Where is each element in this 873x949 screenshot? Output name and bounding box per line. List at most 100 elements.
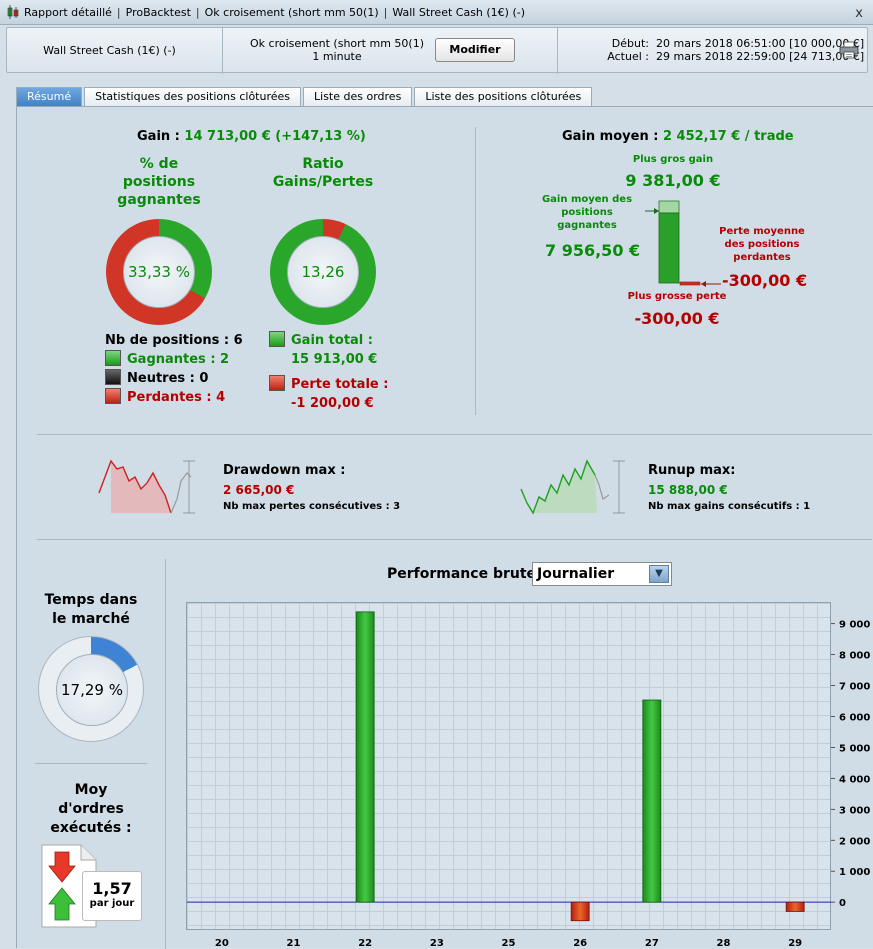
- y-tick-label: 5 000: [839, 743, 870, 754]
- title-app: Rapport détaillé: [24, 5, 112, 19]
- window-titlebar: Rapport détaillé | ProBacktest | Ok croi…: [0, 0, 873, 25]
- orders-unit: par jour: [89, 898, 135, 909]
- positions-count: Nb de positions : 6: [105, 333, 243, 348]
- positions-breakdown: Nb de positions : 6 Gagnantes : 2 Neutre…: [105, 331, 243, 407]
- total-gain-swatch: [269, 331, 285, 347]
- win-pct-value: 33,33 %: [123, 236, 195, 308]
- runup-sparkline-icon: [520, 459, 625, 515]
- total-gain-value: 15 913,00 €: [291, 352, 378, 367]
- tab-closed-stats[interactable]: Statistiques des positions clôturées: [84, 87, 302, 107]
- gain-loss-bars: [645, 200, 721, 287]
- total-loss-swatch: [269, 375, 285, 391]
- losing-swatch: [105, 388, 121, 404]
- chevron-down-icon[interactable]: ▼: [649, 565, 669, 583]
- title-module: ProBacktest: [125, 5, 191, 19]
- header-dates: Début: 20 mars 2018 06:51:00 [10 000,00 …: [597, 37, 864, 63]
- y-tick-label: 8 000: [839, 651, 870, 662]
- y-tick-label: 4 000: [839, 774, 870, 785]
- performance-period-select[interactable]: Journalier ▼: [532, 562, 672, 586]
- ratio-donut: 13,26: [270, 219, 376, 325]
- y-tick-label: 2 000: [839, 836, 870, 847]
- drawdown-label: Drawdown max :: [223, 463, 346, 478]
- current-value: 29 mars 2018 22:59:00 [24 713,00 €]: [656, 50, 865, 63]
- win-pct-donut: 33,33 %: [106, 219, 212, 325]
- avg-gain-label: Gain moyen :: [562, 129, 659, 144]
- y-tick-label: 0: [839, 898, 846, 909]
- runup-label: Runup max:: [648, 463, 736, 478]
- x-tick-label: 29: [788, 938, 802, 949]
- biggest-loss-value: -300,00 €: [634, 309, 720, 328]
- avg-win-value: 7 956,50 €: [545, 241, 641, 260]
- neutral-count: Neutres : 0: [127, 371, 209, 386]
- title-strategy: Ok croisement (short mm 50(1): [204, 5, 379, 19]
- x-tick-label: 26: [573, 938, 587, 949]
- x-tick-label: 25: [502, 938, 516, 949]
- tab-summary[interactable]: Résumé: [16, 87, 83, 107]
- market-time-value: 17,29 %: [56, 654, 128, 726]
- header-strategy-name: Ok croisement (short mm 50(1): [250, 37, 424, 50]
- header-timeframe: 1 minute: [312, 50, 362, 63]
- avg-loss-label: Perte moyenne des positions perdantes: [719, 226, 805, 263]
- tab-closed-positions[interactable]: Liste des positions clôturées: [414, 87, 593, 107]
- market-time-donut: 17,29 %: [38, 636, 144, 742]
- gain-value: 14 713,00 € (+147,13 %): [184, 129, 366, 144]
- drawdown-sparkline-icon: [98, 459, 195, 514]
- start-value: 20 mars 2018 06:51:00 [10 000,00 €]: [656, 37, 865, 50]
- gain-summary: Gain : 14 713,00 € (+147,13 %): [137, 129, 366, 144]
- win-pct-title: % de positions gagnantes: [117, 156, 201, 208]
- losing-count: Perdantes : 4: [127, 390, 226, 405]
- performance-chart-svg: 20 21 22 23 25 26 27 28 29 9 000 8 000 7 000 6 000 5 …: [187, 611, 870, 949]
- avg-gain-summary: Gain moyen : 2 452,17 € / trade: [562, 129, 794, 144]
- x-tick-label: 21: [287, 938, 301, 949]
- x-tick-label: 28: [717, 938, 731, 949]
- report-header: Wall Street Cash (1€) (-) Ok croisement …: [6, 27, 868, 74]
- x-tick-label: 22: [358, 938, 372, 949]
- close-icon[interactable]: x: [855, 6, 863, 21]
- header-strategy: Ok croisement (short mm 50(1) 1 minute: [237, 37, 437, 63]
- start-label: Début:: [611, 37, 649, 50]
- runup-sub: Nb max gains consécutifs : 1: [648, 501, 811, 512]
- avg-gain-value: 2 452,17 € / trade: [662, 129, 794, 144]
- current-label: Actuel :: [607, 50, 649, 63]
- y-tick-label: 1 000: [839, 867, 870, 878]
- orders-title: Moy d'ordres exécutés :: [50, 782, 132, 836]
- neutral-swatch: [105, 369, 121, 385]
- y-tick-label: 9 000: [839, 620, 870, 631]
- candlestick-icon: [7, 5, 19, 19]
- performance-chart: 20 21 22 23 25 26 27 28 29 9 000 8 000 7 000 6 000 5 …: [186, 602, 870, 949]
- modify-button[interactable]: Modifier: [435, 38, 515, 62]
- performance-label: Performance brute: [387, 566, 537, 582]
- chart-bar: [642, 699, 662, 903]
- avg-loss-value: -300,00 €: [722, 271, 808, 290]
- tab-orders[interactable]: Liste des ordres: [303, 87, 413, 107]
- header-instrument: Wall Street Cash (1€) (-): [43, 44, 176, 57]
- avg-win-label: Gain moyen des positions gagnantes: [541, 194, 633, 231]
- market-time-title: Temps dans le marché: [44, 592, 138, 627]
- orders-value: 1,57: [92, 879, 132, 898]
- biggest-loss-label: Plus grosse perte: [627, 291, 727, 302]
- biggest-gain-label: Plus gros gain: [632, 154, 714, 165]
- y-tick-label: 3 000: [839, 805, 870, 816]
- printer-icon[interactable]: [839, 41, 859, 59]
- ratio-value: 13,26: [287, 236, 359, 308]
- totals-breakdown: Gain total : 15 913,00 € Perte totale : …: [269, 331, 388, 413]
- x-tick-label: 27: [645, 938, 659, 949]
- y-tick-label: 6 000: [839, 712, 870, 723]
- drawdown-value: 2 665,00 €: [223, 483, 295, 497]
- total-loss-value: -1 200,00 €: [291, 396, 374, 411]
- orders-per-day-box: 1,57 par jour: [82, 871, 142, 921]
- tab-bar: Résumé Statistiques des positions clôtur…: [16, 87, 594, 107]
- total-loss-label: Perte totale :: [291, 377, 389, 392]
- chart-bar: [570, 901, 590, 922]
- runup-value: 15 888,00 €: [648, 483, 728, 497]
- gain-label: Gain :: [137, 129, 180, 144]
- x-tick-label: 20: [215, 938, 229, 949]
- title-instrument: Wall Street Cash (1€) (-): [392, 5, 526, 19]
- performance-period-value: Journalier: [537, 566, 615, 582]
- winning-swatch: [105, 350, 121, 366]
- drawdown-sub: Nb max pertes consécutives : 3: [223, 501, 401, 512]
- x-tick-label: 23: [430, 938, 444, 949]
- winning-count: Gagnantes : 2: [127, 352, 230, 367]
- biggest-gain-value: 9 381,00 €: [625, 171, 721, 190]
- total-gain-label: Gain total :: [291, 333, 373, 348]
